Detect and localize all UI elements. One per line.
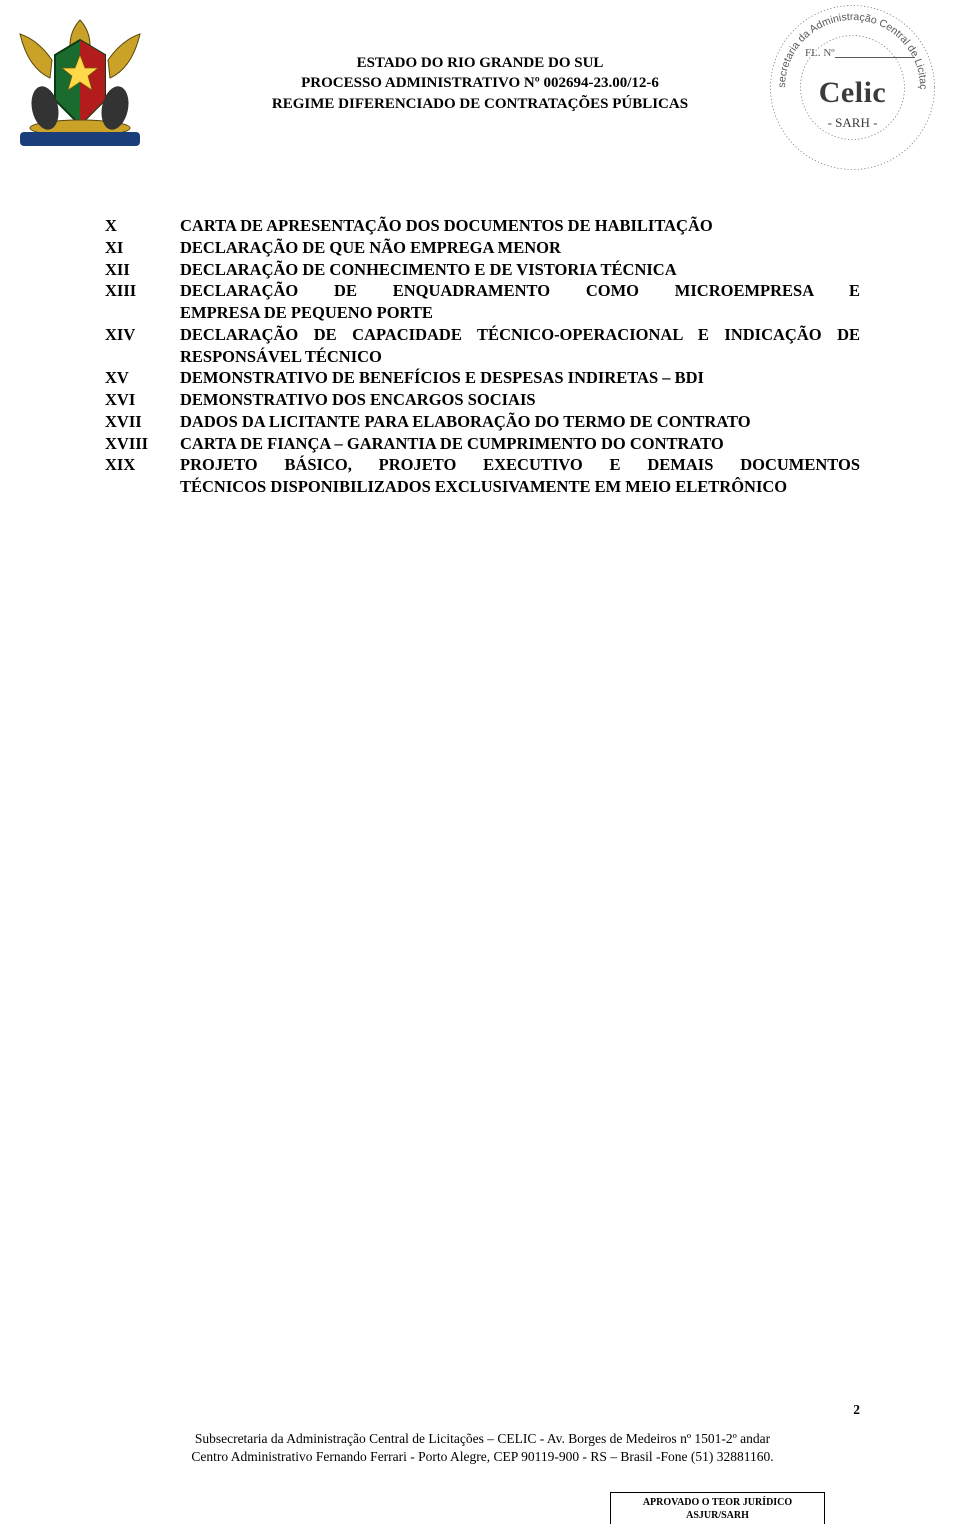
roman-numeral: XVII <box>105 411 180 433</box>
roman-numeral: XIII <box>105 280 180 302</box>
roman-numeral: XV <box>105 367 180 389</box>
stamp-center-text: Celic <box>765 76 940 110</box>
list-item: XVIII CARTA DE FIANÇA – GARANTIA DE CUMP… <box>105 433 860 455</box>
roman-numeral: XI <box>105 237 180 259</box>
item-desc: CARTA DE APRESENTAÇÃO DOS DOCUMENTOS DE … <box>180 215 860 237</box>
header: Subsecretaria da Administração Central d… <box>0 0 960 114</box>
item-desc: PROJETO BÁSICO, PROJETO EXECUTIVO E DEMA… <box>180 454 860 476</box>
approval-box: APROVADO O TEOR JURÍDICO ASJUR/SARH <box>610 1492 825 1524</box>
approval-line-2: ASJUR/SARH <box>617 1510 818 1523</box>
roman-numeral: XIX <box>105 454 180 476</box>
page: Subsecretaria da Administração Central d… <box>0 0 960 1528</box>
list-item: XVII DADOS DA LICITANTE PARA ELABORAÇÃO … <box>105 411 860 433</box>
list-item: X CARTA DE APRESENTAÇÃO DOS DOCUMENTOS D… <box>105 215 860 237</box>
annex-list: X CARTA DE APRESENTAÇÃO DOS DOCUMENTOS D… <box>105 215 860 498</box>
item-desc: DADOS DA LICITANTE PARA ELABORAÇÃO DO TE… <box>180 411 860 433</box>
item-desc: DECLARAÇÃO DE QUE NÃO EMPREGA MENOR <box>180 237 860 259</box>
item-desc: DECLARAÇÃO DE CAPACIDADE TÉCNICO-OPERACI… <box>180 324 860 346</box>
list-item: XIV DECLARAÇÃO DE CAPACIDADE TÉCNICO-OPE… <box>105 324 860 346</box>
item-desc: DECLARAÇÃO DE CONHECIMENTO E DE VISTORIA… <box>180 259 860 281</box>
item-desc-cont: RESPONSÁVEL TÉCNICO <box>105 346 860 368</box>
list-item: XI DECLARAÇÃO DE QUE NÃO EMPREGA MENOR <box>105 237 860 259</box>
footer-line-1: Subsecretaria da Administração Central d… <box>105 1430 860 1448</box>
footer-line-2: Centro Administrativo Fernando Ferrari -… <box>105 1448 860 1466</box>
stamp-fl-line <box>835 57 915 58</box>
item-desc-cont: EMPRESA DE PEQUENO PORTE <box>105 302 860 324</box>
coat-of-arms-icon <box>10 0 150 160</box>
list-item: XV DEMONSTRATIVO DE BENEFÍCIOS E DESPESA… <box>105 367 860 389</box>
roman-numeral: XII <box>105 259 180 281</box>
celic-stamp: Subsecretaria da Administração Central d… <box>765 0 940 175</box>
footer: Subsecretaria da Administração Central d… <box>105 1430 860 1466</box>
item-desc-cont: TÉCNICOS DISPONIBILIZADOS EXCLUSIVAMENTE… <box>105 476 860 498</box>
item-desc: DEMONSTRATIVO DOS ENCARGOS SOCIAIS <box>180 389 860 411</box>
stamp-sub-text: - SARH - <box>765 115 940 131</box>
list-item: XIX PROJETO BÁSICO, PROJETO EXECUTIVO E … <box>105 454 860 476</box>
item-desc: DECLARAÇÃO DE ENQUADRAMENTO COMO MICROEM… <box>180 280 860 302</box>
list-item: XII DECLARAÇÃO DE CONHECIMENTO E DE VIST… <box>105 259 860 281</box>
roman-numeral: XIV <box>105 324 180 346</box>
roman-numeral: XVI <box>105 389 180 411</box>
item-desc: CARTA DE FIANÇA – GARANTIA DE CUMPRIMENT… <box>180 433 860 455</box>
list-item: XVI DEMONSTRATIVO DOS ENCARGOS SOCIAIS <box>105 389 860 411</box>
item-desc: DEMONSTRATIVO DE BENEFÍCIOS E DESPESAS I… <box>180 367 860 389</box>
page-number: 2 <box>853 1402 860 1418</box>
list-item: XIII DECLARAÇÃO DE ENQUADRAMENTO COMO MI… <box>105 280 860 302</box>
roman-numeral: XVIII <box>105 433 180 455</box>
stamp-fl-label: FL. Nº <box>805 47 835 59</box>
roman-numeral: X <box>105 215 180 237</box>
approval-line-1: APROVADO O TEOR JURÍDICO <box>617 1497 818 1510</box>
